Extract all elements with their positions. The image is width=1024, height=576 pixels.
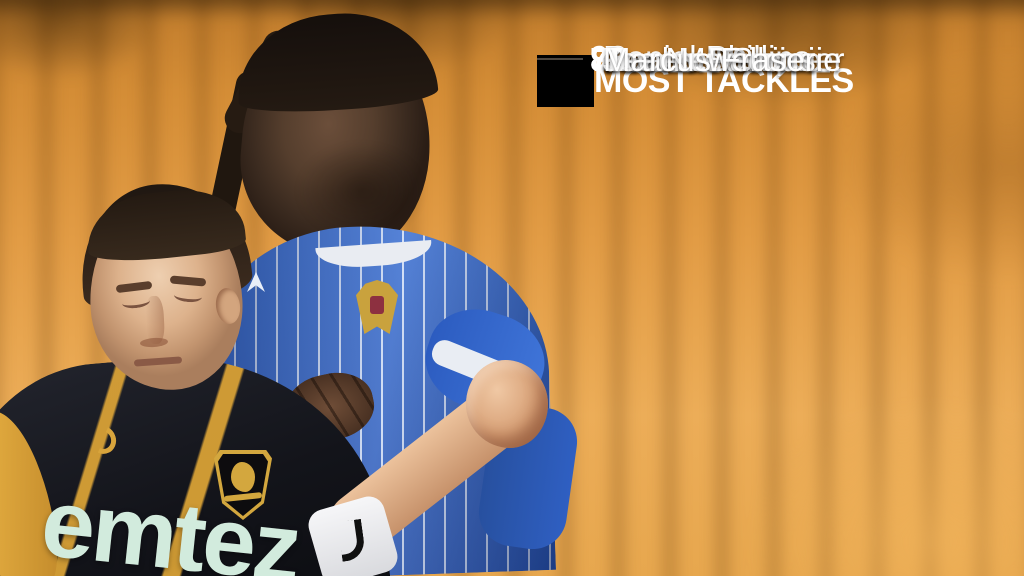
table-row: 84 James Tavernier — [537, 41, 845, 78]
blue-player-face-shadow — [296, 142, 426, 240]
table-row: 75 Graeme Shinnie — [537, 41, 841, 78]
crest-lion — [231, 462, 255, 492]
joma-logo-icon — [337, 518, 367, 562]
tackles-value: 75 — [590, 41, 627, 78]
crest-detail — [370, 296, 384, 314]
player-name: Keanu Baccus — [603, 41, 816, 78]
player-name: Joe Newell — [603, 41, 765, 78]
tackles-value: 72 — [590, 41, 627, 78]
panel-header: MOST TACKLES — [537, 55, 854, 107]
table-row: 72 Joe Newell — [537, 41, 764, 78]
player-name: James Penrice — [603, 41, 822, 78]
table-row: 70 Marcus Fraser — [537, 41, 816, 78]
panel-title: MOST TACKLES — [594, 61, 854, 100]
clenched-fist — [466, 360, 548, 448]
player-name: Marcus Fraser — [603, 41, 816, 78]
player-name: James Tavernier — [603, 41, 845, 78]
tackles-value: 75 — [590, 41, 627, 78]
table-row: 76 James Penrice — [537, 41, 821, 78]
tackles-value: 76 — [590, 41, 627, 78]
player-name: Graeme Shinnie — [603, 41, 842, 78]
table-row: 75 Keanu Baccus — [537, 41, 816, 78]
tackles-value: 70 — [590, 41, 627, 78]
most-tackles-panel: MOST TACKLES 92 Daniel Phillips 85 Paul … — [537, 39, 1024, 510]
tackles-value: 84 — [590, 41, 627, 78]
table-row: 85 Paul McGinn — [537, 41, 792, 78]
player-name: Paul McGinn — [603, 41, 792, 78]
st-johnstone-crest — [356, 280, 398, 334]
tackles-value: 92 — [590, 39, 627, 76]
tackles-value: 85 — [590, 41, 627, 78]
player-name: Daniel Phillips — [603, 39, 811, 76]
